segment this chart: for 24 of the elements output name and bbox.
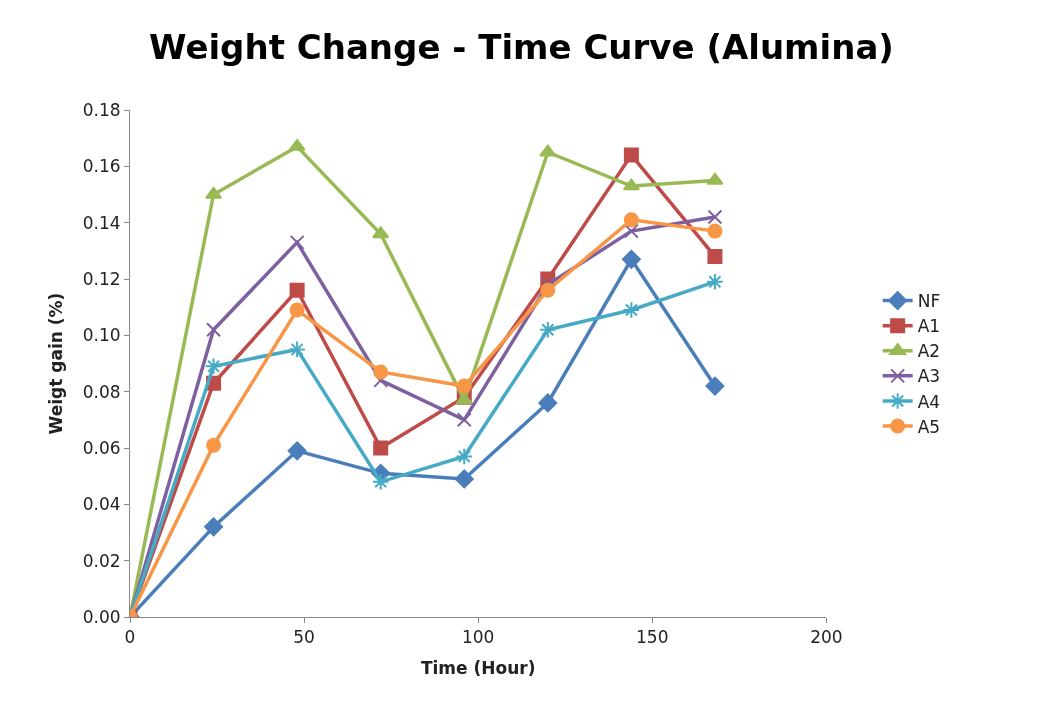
x-tick-label: 0: [124, 627, 136, 648]
y-tick-label: 0.16: [82, 156, 121, 177]
y-tick-label: 0.10: [82, 325, 121, 346]
x-axis-title: Time (Hour): [420, 657, 536, 678]
y-tick-label: 0.02: [82, 550, 121, 571]
y-tick-label: 0.06: [82, 437, 121, 458]
x-tick-label: 100: [461, 627, 495, 648]
y-axis-title: Weigt gain (%): [46, 292, 67, 435]
y-tick-label: 0.12: [82, 268, 121, 289]
legend-label: A2: [917, 341, 941, 362]
y-tick-label: 0.04: [82, 494, 121, 515]
legend-label: A1: [917, 316, 941, 337]
y-tick-label: 0.00: [82, 606, 121, 627]
legend-label: NF: [917, 291, 941, 312]
y-tick-label: 0.08: [82, 381, 121, 402]
x-tick-label: 50: [293, 627, 315, 648]
x-tick-label: 200: [810, 627, 843, 648]
x-tick-label: 150: [636, 627, 669, 648]
y-tick-label: 0.18: [82, 99, 121, 120]
chart-title: Weight Change - Time Curve (Alumina): [149, 26, 894, 67]
legend-label: A4: [917, 391, 941, 412]
legend-label: A5: [917, 416, 941, 437]
y-tick-label: 0.14: [82, 212, 121, 233]
legend-label: A3: [917, 366, 941, 387]
